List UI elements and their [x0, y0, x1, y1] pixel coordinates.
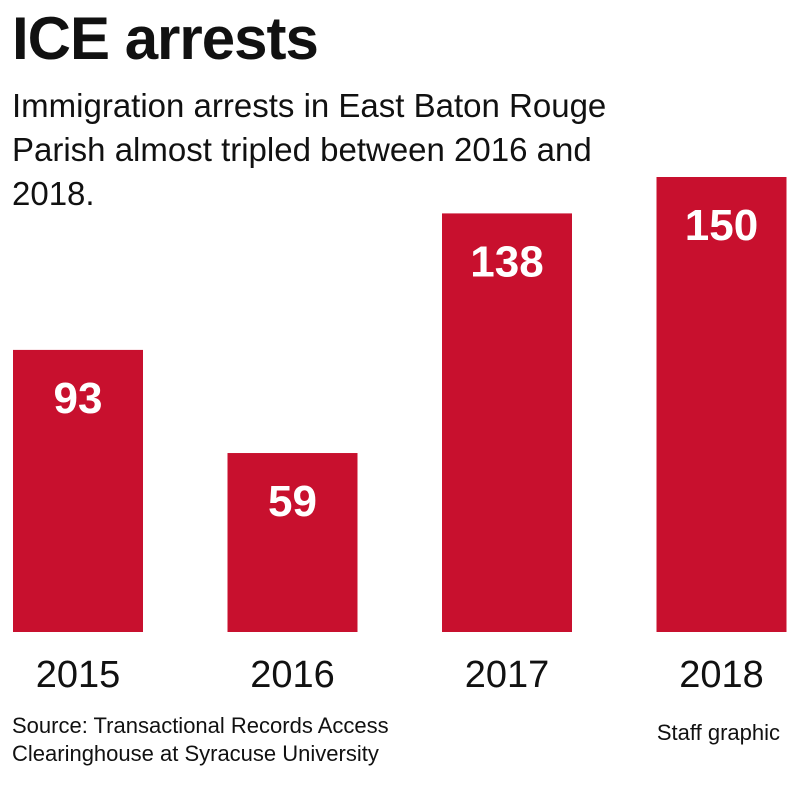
- chart-title: ICE arrests: [12, 5, 319, 72]
- source-note: Source: Transactional Records Access Cle…: [12, 713, 389, 766]
- bar-chart: 93 2015 59 2016 138 2017 150 2018: [13, 177, 787, 696]
- bar-value-label-2015: 93: [54, 374, 103, 423]
- chart-subtitle: Immigration arrests in East Baton Rouge …: [12, 87, 607, 212]
- x-tick-label-2016: 2016: [250, 654, 335, 696]
- bar-2018: [656, 177, 787, 632]
- x-tick-label-2015: 2015: [36, 654, 121, 696]
- bar-2017: [442, 213, 572, 632]
- bar-value-label-2017: 138: [470, 237, 543, 286]
- bar-2015: [13, 349, 143, 632]
- bar-2016: [227, 453, 358, 632]
- bar-value-label-2016: 59: [268, 477, 317, 526]
- x-tick-label-2017: 2017: [465, 654, 550, 696]
- bar-value-label-2018: 150: [685, 201, 758, 250]
- x-tick-label-2018: 2018: [679, 654, 764, 696]
- staff-credit: Staff graphic: [656, 720, 780, 745]
